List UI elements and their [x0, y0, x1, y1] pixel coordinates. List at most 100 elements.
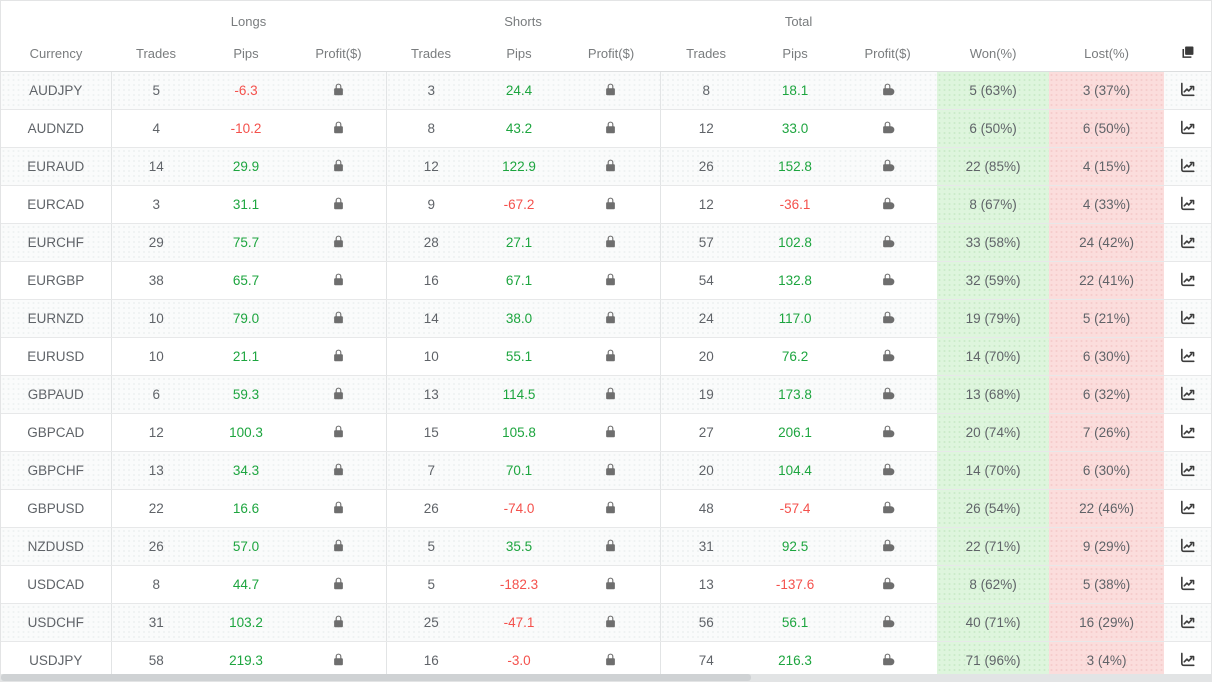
currency-cell: USDCHF — [1, 603, 111, 642]
total-trades-cell: 12 — [659, 185, 753, 224]
chart-icon[interactable] — [1178, 385, 1197, 402]
scrollbar-thumb[interactable] — [1, 674, 752, 681]
currency-cell: EURCAD — [1, 185, 111, 224]
total-trades-cell: 56 — [659, 603, 753, 642]
lock-icon — [880, 424, 895, 439]
lock-icon — [880, 576, 895, 591]
total-pips-cell: 102.8 — [752, 223, 839, 262]
lock-icon — [603, 462, 618, 477]
longs-trades-cell: 5 — [110, 71, 201, 110]
longs-pips-cell: -10.2 — [201, 109, 291, 148]
column-header-shorts-pips: Pips — [476, 36, 563, 72]
chart-icon[interactable] — [1178, 499, 1197, 516]
chart-icon[interactable] — [1178, 423, 1197, 440]
total-trades-cell: 48 — [659, 489, 753, 528]
total-profit-cell — [838, 641, 938, 680]
table-row: GBPUSD 22 16.6 26 -74.0 48 -57.4 26 (54%… — [1, 489, 1212, 528]
currency-cell: GBPCHF — [1, 451, 111, 490]
lock-icon — [331, 310, 346, 325]
table-row: EURCHF 29 75.7 28 27.1 57 102.8 33 (58%)… — [1, 223, 1212, 262]
horizontal-scrollbar[interactable] — [1, 674, 1211, 681]
copy-icon[interactable] — [1179, 44, 1196, 61]
shorts-pips-cell: -67.2 — [476, 185, 563, 224]
currency-cell: USDJPY — [1, 641, 111, 680]
chart-icon[interactable] — [1178, 537, 1197, 554]
longs-trades-cell: 31 — [110, 603, 201, 642]
table-row: AUDNZD 4 -10.2 8 43.2 12 33.0 6 (50%) 6 … — [1, 109, 1212, 148]
shorts-pips-cell: 105.8 — [476, 413, 563, 452]
lock-icon — [331, 652, 346, 667]
longs-profit-cell — [291, 261, 387, 300]
lost-cell: 24 (42%) — [1049, 223, 1165, 262]
table-row: USDCAD 8 44.7 5 -182.3 13 -137.6 8 (62%)… — [1, 565, 1212, 604]
row-actions-cell — [1164, 185, 1212, 224]
table-row: GBPAUD 6 59.3 13 114.5 19 173.8 13 (68%)… — [1, 375, 1212, 414]
longs-pips-cell: 31.1 — [201, 185, 291, 224]
column-header-shorts-profit: Profit($) — [562, 36, 661, 72]
column-header-actions — [1164, 36, 1212, 72]
shorts-trades-cell: 5 — [385, 527, 477, 566]
lock-icon — [603, 120, 618, 135]
currency-cell: EURGBP — [1, 261, 111, 300]
lock-icon — [880, 538, 895, 553]
column-header-longs-trades: Trades — [111, 36, 201, 72]
longs-profit-cell — [291, 527, 387, 566]
lost-cell: 5 (21%) — [1049, 299, 1165, 338]
longs-profit-cell — [291, 413, 387, 452]
longs-trades-cell: 6 — [110, 375, 201, 414]
longs-trades-cell: 10 — [110, 299, 201, 338]
total-trades-cell: 13 — [659, 565, 753, 604]
lock-icon — [603, 652, 618, 667]
chart-icon[interactable] — [1178, 157, 1197, 174]
row-actions-cell — [1164, 147, 1212, 186]
longs-pips-cell: 79.0 — [201, 299, 291, 338]
lost-cell: 4 (15%) — [1049, 147, 1165, 186]
shorts-pips-cell: -47.1 — [476, 603, 563, 642]
lost-cell: 22 (41%) — [1049, 261, 1165, 300]
lock-icon — [880, 310, 895, 325]
lock-icon — [331, 82, 346, 97]
longs-trades-cell: 38 — [110, 261, 201, 300]
shorts-pips-cell: 122.9 — [476, 147, 563, 186]
chart-icon[interactable] — [1178, 347, 1197, 364]
lost-cell: 22 (46%) — [1049, 489, 1165, 528]
longs-trades-cell: 14 — [110, 147, 201, 186]
lock-icon — [880, 462, 895, 477]
total-pips-cell: 206.1 — [752, 413, 839, 452]
chart-icon[interactable] — [1178, 461, 1197, 478]
lock-icon — [331, 462, 346, 477]
column-header-total-pips: Pips — [752, 36, 839, 72]
chart-icon[interactable] — [1178, 195, 1197, 212]
row-actions-cell — [1164, 565, 1212, 604]
chart-icon[interactable] — [1178, 271, 1197, 288]
currency-cell: EURNZD — [1, 299, 111, 338]
group-header-shorts: Shorts — [386, 1, 661, 36]
chart-icon[interactable] — [1178, 309, 1197, 326]
chart-icon[interactable] — [1178, 651, 1197, 668]
shorts-profit-cell — [562, 147, 661, 186]
longs-pips-cell: 65.7 — [201, 261, 291, 300]
longs-pips-cell: 219.3 — [201, 641, 291, 680]
chart-icon[interactable] — [1178, 233, 1197, 250]
longs-pips-cell: 100.3 — [201, 413, 291, 452]
won-cell: 13 (68%) — [937, 375, 1050, 414]
row-actions-cell — [1164, 603, 1212, 642]
shorts-trades-cell: 14 — [385, 299, 477, 338]
longs-profit-cell — [291, 71, 387, 110]
shorts-profit-cell — [562, 375, 661, 414]
chart-icon[interactable] — [1178, 575, 1197, 592]
column-header-longs-profit: Profit($) — [291, 36, 387, 72]
longs-pips-cell: 59.3 — [201, 375, 291, 414]
shorts-profit-cell — [562, 565, 661, 604]
chart-icon[interactable] — [1178, 613, 1197, 630]
total-pips-cell: 76.2 — [752, 337, 839, 376]
won-cell: 33 (58%) — [937, 223, 1050, 262]
shorts-pips-cell: 55.1 — [476, 337, 563, 376]
longs-pips-cell: 44.7 — [201, 565, 291, 604]
lock-icon — [880, 158, 895, 173]
chart-icon[interactable] — [1178, 81, 1197, 98]
longs-pips-cell: 16.6 — [201, 489, 291, 528]
total-pips-cell: 18.1 — [752, 71, 839, 110]
chart-icon[interactable] — [1178, 119, 1197, 136]
longs-profit-cell — [291, 147, 387, 186]
